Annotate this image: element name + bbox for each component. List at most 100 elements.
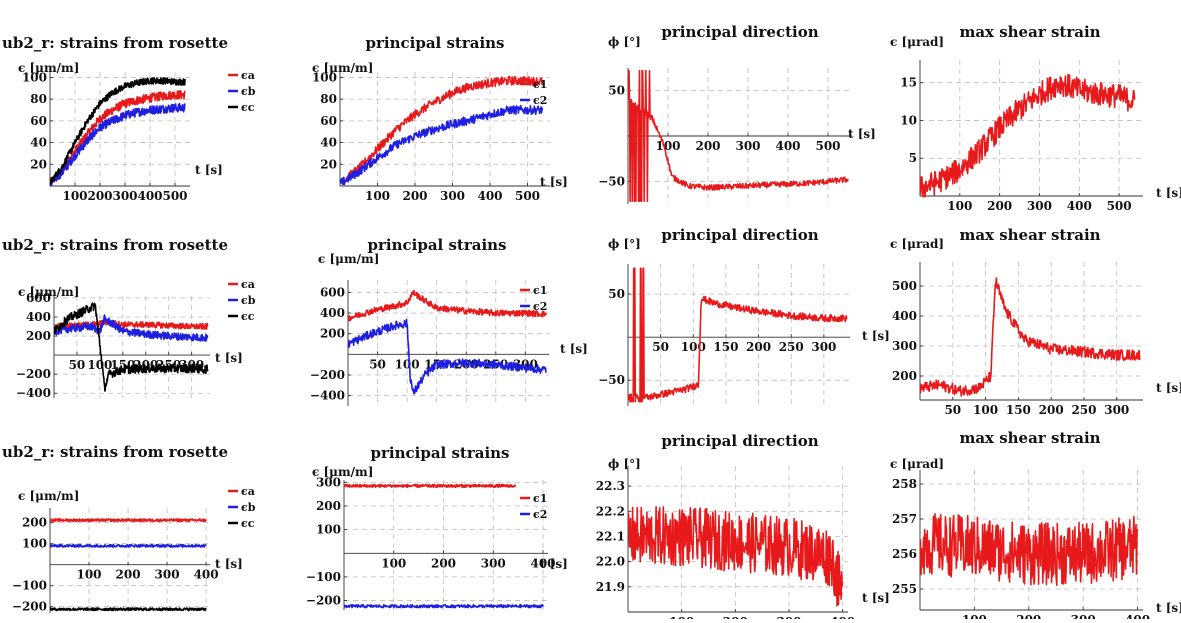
x-tick-label: 300 bbox=[155, 568, 180, 582]
x-tick-label: 300 bbox=[811, 340, 836, 354]
x-tick-label: 100 bbox=[381, 556, 406, 570]
series-line-3 bbox=[50, 607, 207, 612]
chart-r2c2: 100 200 300 400 21.9 22.0 22.1 22.2 22.3 principa… bbox=[596, 432, 890, 623]
y-tick-label: 20 bbox=[30, 157, 47, 171]
chart-r2c1: 100 200 300 400 −200 −100 100 200 300 principal s… bbox=[306, 444, 568, 610]
chart-r2c3: 100 200 300 400 255 256 257 258 max shear strain… bbox=[890, 429, 1181, 623]
x-tick-label: 300 bbox=[776, 615, 801, 619]
chart-title: max shear strain bbox=[959, 429, 1100, 447]
y-tick-label: −400 bbox=[310, 389, 345, 403]
y-tick-label: −200 bbox=[310, 368, 345, 382]
y-tick-label: −200 bbox=[12, 600, 47, 614]
y-tick-label: 50 bbox=[608, 84, 625, 98]
y-tick-label: 15 bbox=[900, 76, 917, 90]
x-tick-label: 150 bbox=[1006, 403, 1031, 417]
x-axis-label: t [s] bbox=[540, 175, 568, 189]
series-line-2 bbox=[340, 104, 544, 186]
y-tick-label: −200 bbox=[306, 594, 341, 608]
chart-r0c3: 100 200 300 400 500 5 10 15 max shear strain ϵ [μ… bbox=[890, 23, 1181, 213]
y-axis-label: ϵ [μrad] bbox=[890, 237, 944, 251]
y-tick-label: −50 bbox=[598, 373, 625, 387]
x-tick-label: 200 bbox=[1016, 613, 1041, 619]
legend-label: ϵb bbox=[241, 294, 256, 307]
series-line-1 bbox=[344, 483, 517, 489]
legend-label: ϵ2 bbox=[533, 508, 547, 521]
x-tick-label: 500 bbox=[162, 189, 187, 203]
x-tick-label: 500 bbox=[815, 139, 840, 153]
y-tick-label: 200 bbox=[26, 329, 51, 343]
x-axis-label: t [s] bbox=[848, 127, 876, 141]
x-tick-label: 50 bbox=[652, 340, 669, 354]
x-tick-label: 200 bbox=[402, 189, 427, 203]
chart-r1c1: 50 100 150 200 250 300−400−200200400600princi… bbox=[310, 236, 588, 406]
x-axis-label: t [s] bbox=[1156, 186, 1181, 200]
y-tick-label: −400 bbox=[16, 386, 51, 400]
chart-r0c1: 100 200 300 400 500 20 40 60 80 100 principal stra… bbox=[312, 34, 568, 203]
y-tick-label: 500 bbox=[892, 279, 917, 293]
series-line-1 bbox=[50, 90, 186, 186]
x-tick-label: 200 bbox=[1039, 403, 1064, 417]
y-axis-label: ϵ [μm/m] bbox=[312, 465, 373, 479]
x-axis-label: t [s] bbox=[540, 557, 568, 571]
x-axis-label: t [s] bbox=[215, 557, 243, 571]
x-tick-label: 200 bbox=[116, 568, 141, 582]
legend-label: ϵ1 bbox=[533, 492, 547, 505]
series-line-2 bbox=[50, 543, 207, 548]
legend-label: ϵa bbox=[241, 485, 255, 498]
series-line-3 bbox=[50, 77, 186, 185]
chart-title: ub2_r: strains from rosette bbox=[2, 34, 228, 52]
series-line-1 bbox=[628, 69, 849, 203]
x-tick-label: 400 bbox=[530, 556, 555, 570]
y-tick-label: 22.1 bbox=[596, 529, 625, 543]
series-line-1 bbox=[348, 289, 547, 322]
x-tick-label: 250 bbox=[779, 340, 804, 354]
x-tick-label: 100 bbox=[62, 189, 87, 203]
x-axis-label: t [s] bbox=[215, 351, 243, 365]
x-tick-label: 100 bbox=[973, 403, 998, 417]
chart-r1c0: 50 100150200250300−400−200200400600ub2_r:… bbox=[2, 236, 256, 400]
y-tick-label: 80 bbox=[320, 92, 337, 106]
x-tick-label: 400 bbox=[194, 568, 219, 582]
chart-title: principal strains bbox=[366, 34, 505, 52]
x-tick-label: 300 bbox=[112, 189, 137, 203]
y-tick-label: 100 bbox=[22, 537, 47, 551]
x-tick-label: 200 bbox=[431, 556, 456, 570]
y-tick-label: 80 bbox=[30, 92, 47, 106]
legend-label: ϵc bbox=[241, 310, 255, 323]
y-tick-label: 100 bbox=[316, 523, 341, 537]
x-tick-label: 100 bbox=[669, 615, 694, 619]
x-tick-label: 250 bbox=[1071, 403, 1096, 417]
legend-label: ϵ1 bbox=[533, 284, 547, 297]
y-tick-label: 60 bbox=[320, 114, 337, 128]
x-tick-label: 100 bbox=[962, 613, 987, 619]
x-tick-label: 150 bbox=[713, 340, 738, 354]
legend-label: ϵ2 bbox=[533, 300, 547, 313]
y-tick-label: 200 bbox=[320, 327, 345, 341]
x-tick-label: 400 bbox=[1067, 199, 1092, 213]
y-tick-label: 60 bbox=[30, 114, 47, 128]
chart-title: principal strains bbox=[368, 236, 507, 254]
y-axis-label: ϕ [°] bbox=[608, 457, 641, 471]
x-tick-label: 100 bbox=[395, 357, 420, 371]
y-tick-label: 22.2 bbox=[596, 504, 625, 518]
chart-r0c2: 100 200 300 400 500 −50 50 principal direction ϕ… bbox=[598, 23, 876, 204]
y-tick-label: 40 bbox=[320, 136, 337, 150]
series-line-1 bbox=[50, 518, 207, 523]
series-line-1 bbox=[54, 318, 209, 330]
x-tick-label: 100 bbox=[87, 358, 112, 372]
x-axis-label: t [s] bbox=[862, 329, 890, 343]
series-line-1 bbox=[920, 277, 1141, 397]
x-axis-label: t [s] bbox=[1156, 601, 1181, 615]
chart-r2c0: 100 200 300 400 −200 −100 100 200 ub2_r: strains… bbox=[2, 443, 256, 614]
y-axis-label: ϵ [μm/m] bbox=[18, 285, 79, 299]
y-axis-label: ϵ [μm/m] bbox=[18, 489, 79, 503]
series-line-1 bbox=[628, 267, 848, 403]
x-tick-label: 400 bbox=[477, 189, 502, 203]
y-tick-label: 100 bbox=[22, 70, 47, 84]
y-tick-label: 400 bbox=[892, 309, 917, 323]
y-axis-label: ϵ [μm/m] bbox=[18, 61, 79, 75]
y-tick-label: 200 bbox=[22, 516, 47, 530]
chart-title: ub2_r: strains from rosette bbox=[2, 443, 228, 461]
y-tick-label: 257 bbox=[892, 512, 917, 526]
